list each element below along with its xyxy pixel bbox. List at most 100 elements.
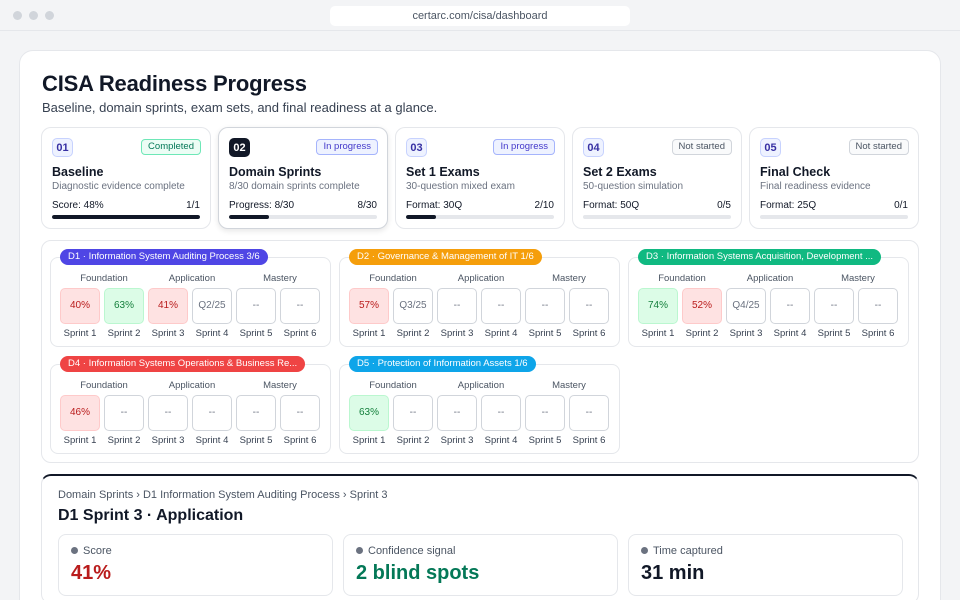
sprint-cell[interactable]: 46% (60, 395, 100, 431)
sprint-cell[interactable]: -- (104, 395, 144, 431)
phase-label: Mastery (263, 380, 297, 391)
phase-label: Mastery (552, 273, 586, 284)
sprint-label: Sprint 6 (572, 435, 606, 446)
domain-tag[interactable]: D5 · Protection of Information Assets 1/… (349, 356, 536, 372)
sprint-label: Sprint 2 (107, 435, 141, 446)
sprint-cell[interactable]: 40% (60, 288, 100, 324)
sprint-cell[interactable]: Q2/25 (192, 288, 232, 324)
status-badge: In progress (316, 139, 378, 155)
sprint-label: Sprint 1 (63, 328, 97, 339)
dashboard-card: CISA Readiness Progress Baseline, domain… (19, 50, 941, 600)
stage-card-02[interactable]: 02 In progress Domain Sprints 8/30 domain s… (218, 127, 388, 229)
sprint-label: Sprint 2 (685, 328, 719, 339)
sprint-cell[interactable]: -- (437, 288, 477, 324)
sprint-cell[interactable]: -- (481, 395, 521, 431)
sprint-cell[interactable]: -- (481, 288, 521, 324)
domain-card-d1: D1 · Information System Auditing Process… (50, 249, 331, 347)
phase-label: Foundation (80, 273, 128, 284)
sprint-cell[interactable]: Q4/25 (726, 288, 766, 324)
sprint-cell[interactable]: -- (280, 288, 320, 324)
sprint-cell[interactable]: 63% (104, 288, 144, 324)
sprint-label: Sprint 2 (396, 435, 430, 446)
sprint-label: Sprint 3 (440, 328, 474, 339)
window-minimize-dot[interactable] (29, 11, 38, 20)
sprint-cell[interactable]: -- (770, 288, 810, 324)
sprint-cell[interactable]: -- (236, 288, 276, 324)
metric-label: Score (71, 545, 112, 557)
sprint-cell[interactable]: -- (858, 288, 898, 324)
progress-bar (52, 215, 200, 219)
browser-chrome: certarc.com/cisa/dashboard (0, 0, 960, 31)
stage-card-01[interactable]: 01 Completed Baseline Diagnostic evidence c… (41, 127, 211, 229)
sprint-cell[interactable]: -- (437, 395, 477, 431)
domain-tag[interactable]: D3 · Information Systems Acquisition, De… (638, 249, 882, 265)
phase-label: Application (457, 273, 505, 284)
address-bar[interactable]: certarc.com/cisa/dashboard (330, 6, 630, 26)
stage-card-05[interactable]: 05 Not started Final Check Final readiness … (749, 127, 919, 229)
page-title: CISA Readiness Progress (42, 71, 307, 96)
status-badge: In progress (493, 139, 555, 155)
sprint-label: Sprint 6 (861, 328, 895, 339)
stage-title: Set 1 Exams (406, 165, 480, 179)
sprint-label: Sprint 1 (63, 435, 97, 446)
bullet-dot-icon (356, 547, 363, 554)
sprint-cell[interactable]: -- (525, 395, 565, 431)
stage-count: 8/30 (357, 200, 377, 211)
metric-card-score: Score 41% (58, 534, 333, 596)
sprint-label: Sprint 5 (817, 328, 851, 339)
window-close-dot[interactable] (13, 11, 22, 20)
sprint-label: Sprint 3 (151, 435, 185, 446)
window-maximize-dot[interactable] (45, 11, 54, 20)
metric-label-text: Score (83, 545, 112, 557)
phase-label: Application (457, 380, 505, 391)
stage-metric: Score: 48% (52, 200, 104, 211)
sprint-cell[interactable]: 41% (148, 288, 188, 324)
breadcrumb[interactable]: Domain Sprints › D1 Information System A… (58, 489, 388, 501)
stage-card-04[interactable]: 04 Not started Set 2 Exams 50-question simu… (572, 127, 742, 229)
stage-title: Set 2 Exams (583, 165, 657, 179)
stage-count: 1/1 (186, 200, 200, 211)
progress-bar-fill (229, 215, 269, 219)
sprint-cell[interactable]: -- (192, 395, 232, 431)
sprint-label: Sprint 5 (528, 328, 562, 339)
sprint-label: Sprint 5 (528, 435, 562, 446)
phase-label: Foundation (658, 273, 706, 284)
stage-metric: Format: 50Q (583, 200, 640, 211)
stage-number: 03 (406, 138, 427, 157)
domain-sprint-grid: D1 · Information System Auditing Process… (41, 240, 919, 463)
sprint-cell[interactable]: -- (236, 395, 276, 431)
stage-card-03[interactable]: 03 In progress Set 1 Exams 30-question mixe… (395, 127, 565, 229)
progress-bar-fill (52, 215, 200, 219)
sprint-label: Sprint 6 (283, 435, 317, 446)
phase-label: Foundation (80, 380, 128, 391)
stage-number: 02 (229, 138, 250, 157)
domain-tag[interactable]: D1 · Information System Auditing Process… (60, 249, 268, 265)
domain-tag[interactable]: D4 · Information Systems Operations & Bu… (60, 356, 306, 372)
sprint-label: Sprint 6 (283, 328, 317, 339)
stage-number: 05 (760, 138, 781, 157)
sprint-cell[interactable]: Q3/25 (393, 288, 433, 324)
sprint-label: Sprint 3 (729, 328, 763, 339)
status-badge: Completed (141, 139, 201, 155)
sprint-cell[interactable]: 74% (638, 288, 678, 324)
stage-title: Baseline (52, 165, 104, 179)
sprint-label: Sprint 2 (107, 328, 141, 339)
sprint-cell[interactable]: -- (280, 395, 320, 431)
sprint-detail-panel: Domain Sprints › D1 Information System A… (41, 474, 919, 600)
sprint-cell[interactable]: -- (814, 288, 854, 324)
domain-card-d4: D4 · Information Systems Operations & Bu… (50, 356, 331, 454)
metric-value: 31 min (641, 562, 705, 584)
sprint-label: Sprint 5 (239, 328, 273, 339)
sprint-cell[interactable]: 63% (349, 395, 389, 431)
stage-metric: Progress: 8/30 (229, 200, 295, 211)
domain-tag[interactable]: D2 · Governance & Management of IT 1/6 (349, 249, 542, 265)
sprint-label: Sprint 6 (572, 328, 606, 339)
sprint-cell[interactable]: -- (393, 395, 433, 431)
sprint-cell[interactable]: -- (148, 395, 188, 431)
sprint-cell[interactable]: 52% (682, 288, 722, 324)
sprint-cell[interactable]: -- (525, 288, 565, 324)
sprint-cell[interactable]: -- (569, 395, 609, 431)
phase-label: Mastery (263, 273, 297, 284)
sprint-cell[interactable]: 57% (349, 288, 389, 324)
sprint-cell[interactable]: -- (569, 288, 609, 324)
